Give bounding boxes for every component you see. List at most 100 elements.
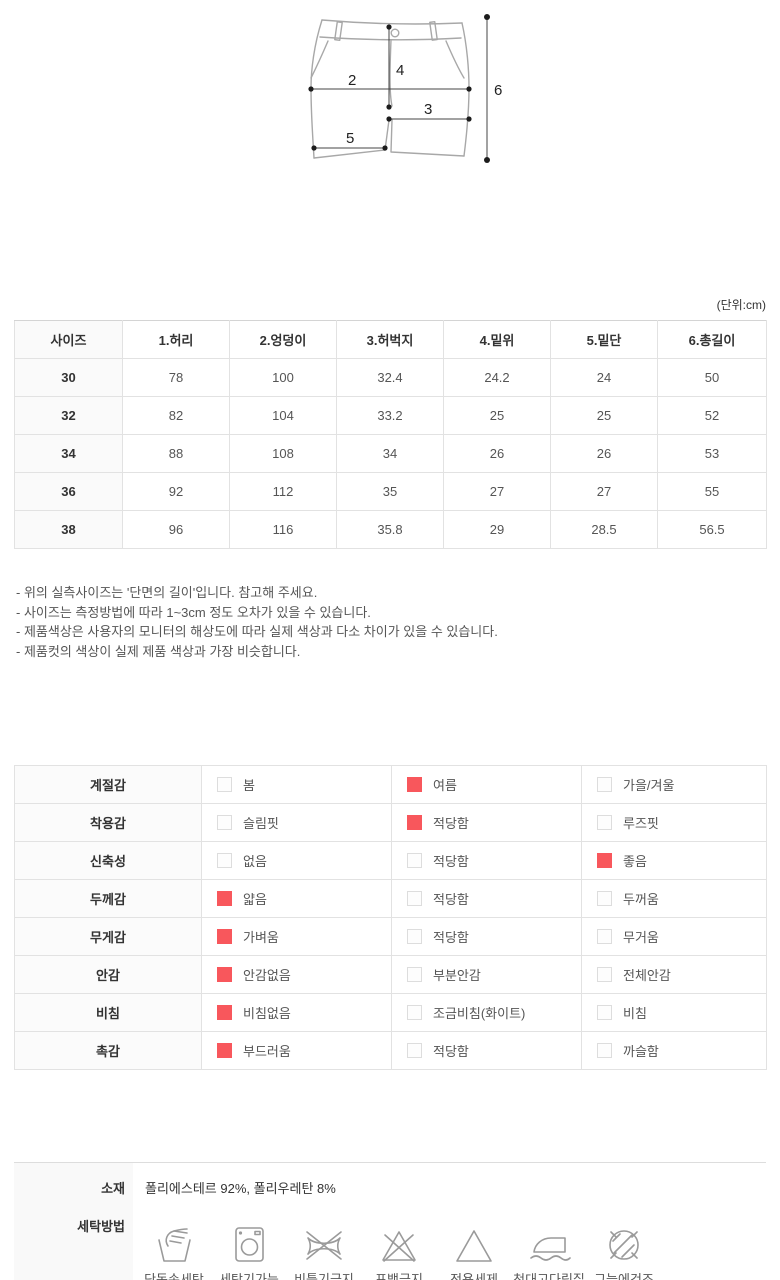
size-cell: 24 (550, 358, 658, 397)
feature-option: 슬림핏 (201, 803, 392, 842)
machine-wash-icon (235, 1227, 264, 1262)
size-cell: 28.5 (550, 510, 658, 549)
header-cell: 3.허벅지 (336, 320, 444, 359)
checkbox-icon (597, 929, 612, 944)
checkbox-icon (597, 967, 612, 982)
option-label: 봄 (243, 778, 255, 793)
checkbox-icon (217, 1043, 232, 1058)
feature-row: 두께감 얇음 적당함 두꺼움 (14, 879, 767, 918)
checkbox-icon (597, 1005, 612, 1020)
size-cell: 26 (550, 434, 658, 473)
feature-option: 안감없음 (201, 955, 392, 994)
feature-label: 촉감 (14, 1031, 202, 1070)
feature-table: 계절감 봄 여름 가을/겨울 착용감 슬림핏 적당함 루즈핏 신축성 없음 적당… (14, 765, 767, 1070)
feature-label: 착용감 (14, 803, 202, 842)
wash-method-label: 세탁방법 (77, 1219, 125, 1234)
wash-method-name: 단독손세탁 (144, 1272, 204, 1280)
measure-label-5: 5 (346, 130, 354, 147)
feature-row: 신축성 없음 적당함 좋음 (14, 841, 767, 880)
option-label: 얇음 (243, 892, 267, 907)
product-info-section: 소재 폴리에스테르 92%, 폴리우레탄 8% 세탁방법 단독손세탁 세 (14, 1162, 766, 1280)
checkbox-icon (407, 929, 422, 944)
option-label: 부드러움 (243, 1044, 291, 1059)
feature-label: 안감 (14, 955, 202, 994)
measurement-notes: - 위의 실측사이즈는 '단면의 길이'입니다. 참고해 주세요. - 사이즈는… (16, 583, 498, 661)
checkbox-icon (407, 777, 422, 792)
size-cell: 35.8 (336, 510, 444, 549)
size-cell: 82 (122, 396, 230, 435)
measure-label-6: 6 (494, 82, 502, 99)
header-cell: 2.엉덩이 (229, 320, 337, 359)
wash-method-name: 표백금지 (375, 1272, 423, 1280)
checkbox-icon (597, 853, 612, 868)
option-label: 여름 (433, 778, 457, 793)
wash-method-item: 전용세제 (450, 1225, 498, 1280)
checkbox-icon (597, 1043, 612, 1058)
checkbox-icon (407, 853, 422, 868)
checkbox-icon (597, 891, 612, 906)
option-label: 적당함 (433, 892, 469, 907)
feature-option: 루즈핏 (581, 803, 767, 842)
feature-row: 계절감 봄 여름 가을/겨울 (14, 765, 767, 804)
measure-label-2: 2 (348, 72, 356, 89)
checkbox-icon (407, 815, 422, 830)
size-cell: 108 (229, 434, 337, 473)
size-row: 36 92 112 35 27 27 55 (14, 472, 767, 511)
checkbox-icon (217, 891, 232, 906)
size-cell: 96 (122, 510, 230, 549)
option-label: 없음 (243, 854, 267, 869)
size-name-cell: 34 (14, 434, 123, 473)
checkbox-icon (407, 1005, 422, 1020)
size-table-header-row: 사이즈 1.허리 2.엉덩이 3.허벅지 4.밑위 5.밑단 6.총길이 (14, 320, 767, 359)
size-cell: 116 (229, 510, 337, 549)
feature-option: 좋음 (581, 841, 767, 880)
checkbox-icon (407, 891, 422, 906)
note-line: - 사이즈는 측정방법에 따라 1~3cm 정도 오차가 있을 수 있습니다. (16, 604, 371, 620)
feature-option: 없음 (201, 841, 392, 880)
option-label: 조금비침(화이트) (433, 1006, 526, 1021)
feature-row: 비침 비침없음 조금비침(화이트) 비침 (14, 993, 767, 1032)
feature-row: 안감 안감없음 부분안감 전체안감 (14, 955, 767, 994)
feature-option: 부드러움 (201, 1031, 392, 1070)
size-row: 34 88 108 34 26 26 53 (14, 434, 767, 473)
option-label: 슬림핏 (243, 816, 279, 831)
checkbox-icon (217, 967, 232, 982)
size-cell: 29 (443, 510, 551, 549)
wash-method-item: 세탁기가능 (219, 1225, 279, 1280)
wash-method-item: 표백금지 (375, 1225, 423, 1280)
note-line: - 제품색상은 사용자의 모니터의 해상도에 따라 실제 색상과 다소 차이가 … (16, 624, 498, 639)
size-table: 사이즈 1.허리 2.엉덩이 3.허벅지 4.밑위 5.밑단 6.총길이 30 … (14, 320, 767, 549)
feature-option: 적당함 (391, 841, 582, 880)
checkbox-icon (217, 853, 232, 868)
size-cell: 50 (657, 358, 767, 397)
option-label: 가벼움 (243, 930, 279, 945)
header-cell: 사이즈 (14, 320, 123, 359)
feature-row: 무게감 가벼움 적당함 무거움 (14, 917, 767, 956)
no-bleach-icon (382, 1231, 416, 1262)
size-name-cell: 30 (14, 358, 123, 397)
size-cell: 56.5 (657, 510, 767, 549)
wash-method-icons: 단독손세탁 세탁기가능 비틀기금지 (144, 1225, 676, 1280)
option-label: 적당함 (433, 854, 469, 869)
feature-option: 조금비침(화이트) (391, 993, 582, 1032)
option-label: 비침없음 (243, 1006, 291, 1021)
feature-option: 적당함 (391, 879, 582, 918)
feature-label: 비침 (14, 993, 202, 1032)
option-label: 무거움 (623, 930, 659, 945)
header-cell: 5.밑단 (550, 320, 658, 359)
option-label: 적당함 (433, 1044, 469, 1059)
material-label: 소재 (101, 1181, 125, 1196)
size-name-cell: 32 (14, 396, 123, 435)
feature-option: 가을/겨울 (581, 765, 767, 804)
size-cell: 33.2 (336, 396, 444, 435)
feature-option: 가벼움 (201, 917, 392, 956)
size-cell: 27 (443, 472, 551, 511)
measure-line-rise: 4 (386, 24, 404, 110)
measure-line-hip: 2 (308, 72, 472, 92)
size-cell: 78 (122, 358, 230, 397)
size-cell: 32.4 (336, 358, 444, 397)
size-cell: 35 (336, 472, 444, 511)
detergent-triangle-icon (456, 1230, 492, 1262)
wash-method-item: 그늘에건조 (594, 1225, 654, 1280)
